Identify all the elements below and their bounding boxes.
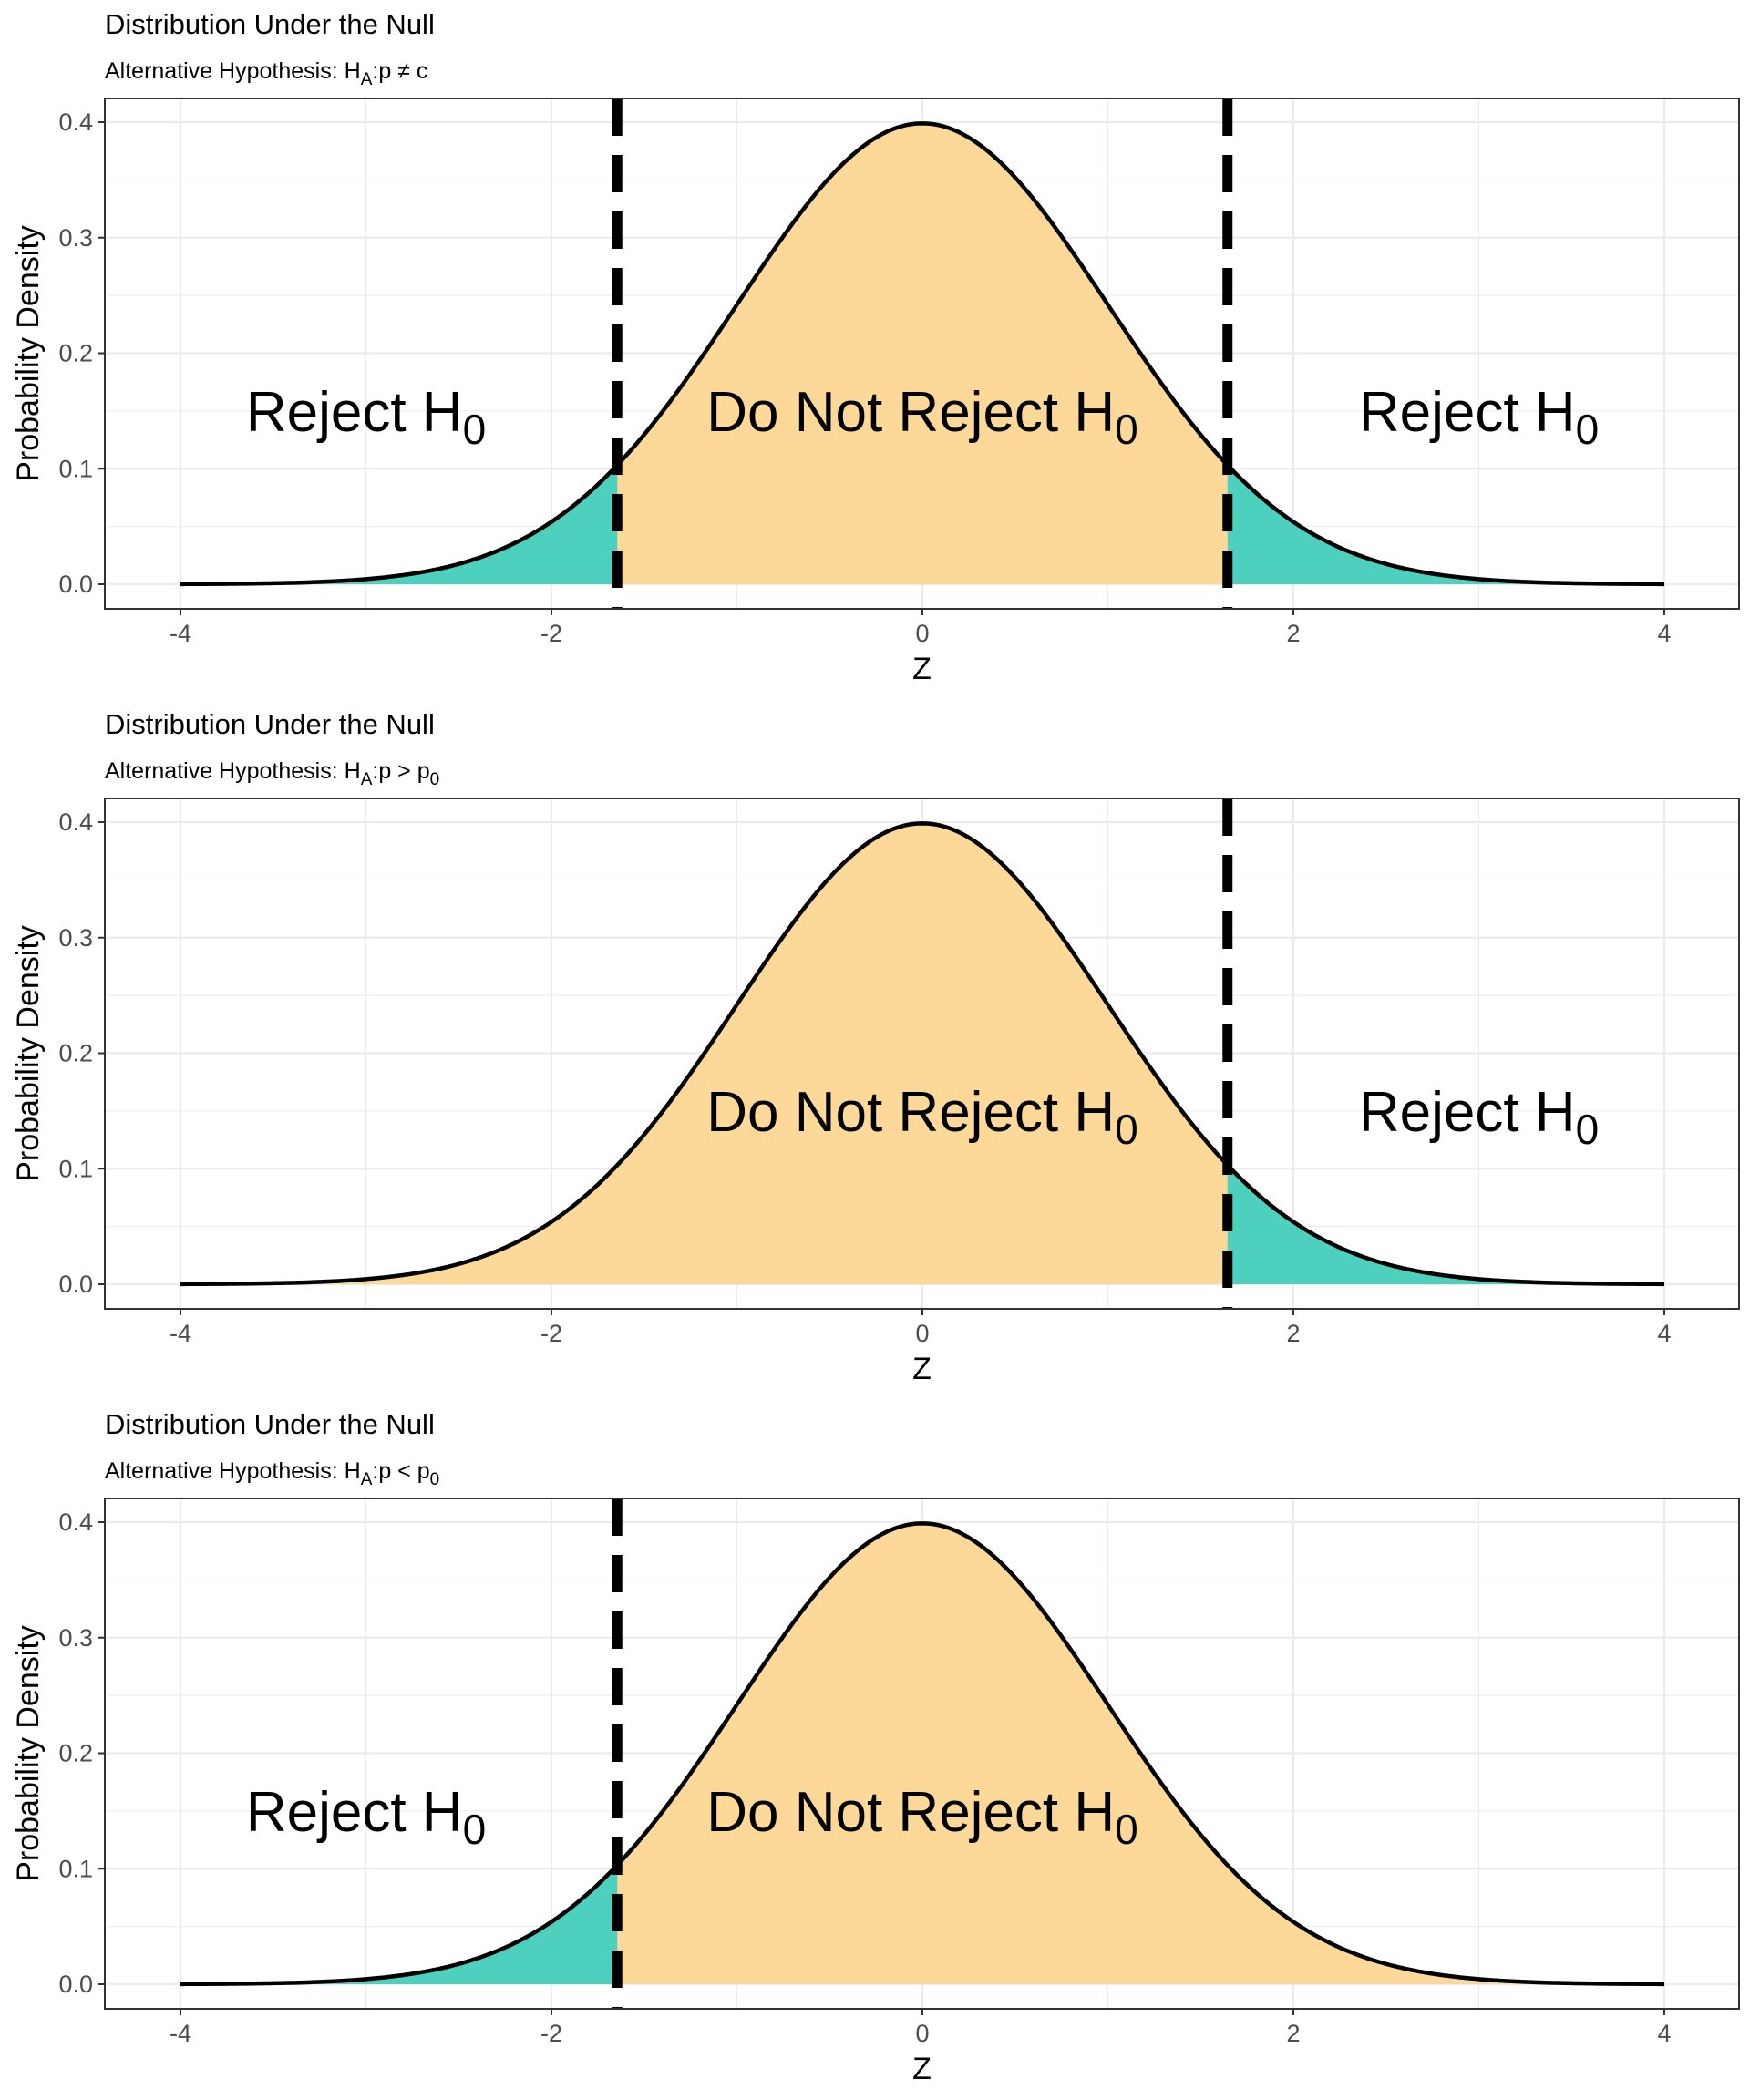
subtitle-subscript: A (361, 70, 373, 89)
x-axis-label: Z (912, 2052, 932, 2086)
region-label: Do Not Reject H0 (706, 381, 1138, 453)
chart-title: Distribution Under the Null (105, 1408, 435, 1440)
region-label-text: Reject H (246, 1781, 463, 1844)
x-tick-label: -2 (540, 620, 562, 647)
y-axis-label: Probability Density (11, 1625, 46, 1882)
x-axis-label: Z (912, 652, 932, 686)
subtitle-relation: :p > p (372, 758, 429, 784)
region-label-subscript: 0 (463, 406, 487, 453)
density-curve (180, 1521, 1665, 1987)
region-label: Reject H0 (246, 381, 486, 453)
region-label-text: Reject H (246, 381, 463, 444)
y-tick-label: 0.2 (58, 340, 93, 367)
x-tick-label: 4 (1657, 2020, 1671, 2047)
region-label: Reject H0 (246, 1781, 486, 1853)
x-tick-label: -4 (170, 2020, 191, 2047)
subtitle-relation: :p ≠ c (372, 58, 427, 84)
region-label-subscript: 0 (1115, 1806, 1138, 1853)
region-label-subscript: 0 (1115, 1106, 1138, 1153)
subtitle-relation: :p < p (372, 1458, 429, 1484)
x-tick-label: -4 (170, 1320, 191, 1347)
y-tick-label: 0.4 (58, 108, 93, 136)
rejection-region-fill (180, 465, 618, 584)
region-label-subscript: 0 (463, 1806, 487, 1853)
y-tick-label: 0.1 (58, 1155, 93, 1182)
y-tick-label: 0.2 (58, 1040, 93, 1067)
y-axis-label: Probability Density (11, 225, 46, 482)
region-label-text: Do Not Reject H (706, 381, 1115, 444)
y-tick-label: 0.2 (58, 1740, 93, 1767)
acceptance-region-fill (180, 123, 1664, 584)
region-label-text: Do Not Reject H (706, 1781, 1115, 1844)
y-tick-label: 0.1 (58, 1855, 93, 1882)
y-tick-label: 0.4 (58, 808, 93, 836)
x-tick-label: 0 (915, 620, 929, 647)
subtitle-text: Alternative Hypothesis: H (105, 58, 361, 84)
y-tick-label: 0.3 (58, 224, 93, 252)
rejection-region-fill (180, 1865, 618, 1984)
chart-subtitle: Alternative Hypothesis: HA:p < p0 (105, 1458, 439, 1489)
x-tick-label: -2 (540, 1320, 562, 1347)
y-tick-label: 0.4 (58, 1508, 93, 1536)
density-curve (180, 821, 1665, 1287)
chart-panel-3: Distribution Under the Null Alternative H… (11, 1408, 1740, 2086)
y-tick-label: 0.3 (58, 1624, 93, 1652)
x-tick-label: 0 (915, 1320, 929, 1347)
region-label: Do Not Reject H0 (706, 1081, 1138, 1153)
region-label: Do Not Reject H0 (706, 1781, 1138, 1853)
x-tick-label: 4 (1657, 620, 1671, 647)
chart-subtitle: Alternative Hypothesis: HA:p > p0 (105, 758, 439, 789)
region-label-subscript: 0 (1115, 406, 1138, 453)
region-label-text: Do Not Reject H (706, 1081, 1115, 1144)
x-tick-label: -4 (170, 620, 191, 647)
x-tick-label: -2 (540, 2020, 562, 2047)
chart-panel-2: Distribution Under the Null Alternative H… (11, 708, 1740, 1386)
region-label: Reject H0 (1359, 1081, 1599, 1153)
subtitle-subscript: 0 (430, 1470, 440, 1489)
y-tick-label: 0.0 (58, 1971, 93, 1998)
region-label-subscript: 0 (1576, 1106, 1600, 1153)
y-tick-label: 0.0 (58, 571, 93, 598)
chart-title: Distribution Under the Null (105, 8, 435, 40)
x-tick-label: 2 (1286, 620, 1300, 647)
region-label-text: Reject H (1359, 1081, 1576, 1144)
chart-panel-1: Distribution Under the Null Alternative H… (11, 8, 1740, 686)
y-tick-label: 0.3 (58, 924, 93, 952)
y-tick-label: 0.0 (58, 1271, 93, 1298)
x-tick-label: 2 (1286, 1320, 1300, 1347)
rejection-region-fill (1227, 465, 1664, 584)
x-tick-label: 0 (915, 2020, 929, 2047)
chart-subtitle: Alternative Hypothesis: HA:p ≠ c (105, 58, 427, 89)
chart-title: Distribution Under the Null (105, 708, 435, 740)
x-tick-label: 2 (1286, 2020, 1300, 2047)
density-curve (180, 121, 1665, 587)
rejection-region-fill (1227, 1165, 1664, 1284)
subtitle-subscript: 0 (430, 770, 440, 789)
region-label-text: Reject H (1359, 381, 1576, 444)
acceptance-region-fill (180, 823, 1664, 1284)
subtitle-text: Alternative Hypothesis: H (105, 758, 361, 784)
y-axis-label: Probability Density (11, 925, 46, 1182)
subtitle-subscript: A (361, 770, 373, 789)
region-label-subscript: 0 (1576, 406, 1600, 453)
region-label: Reject H0 (1359, 381, 1599, 453)
subtitle-subscript: A (361, 1470, 373, 1489)
acceptance-region-fill (180, 1523, 1664, 1984)
subtitle-text: Alternative Hypothesis: H (105, 1458, 361, 1484)
x-axis-label: Z (912, 1352, 932, 1386)
x-tick-label: 4 (1657, 1320, 1671, 1347)
y-tick-label: 0.1 (58, 455, 93, 482)
